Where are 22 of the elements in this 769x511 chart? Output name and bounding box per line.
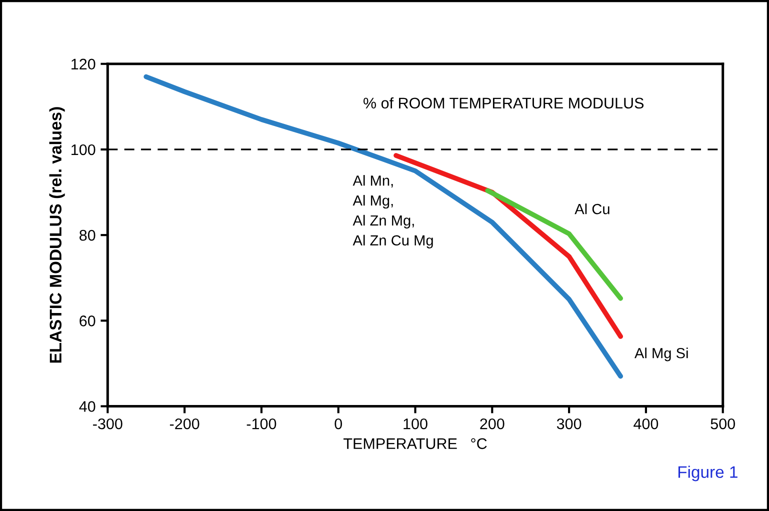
x-tick-label: 200	[480, 418, 504, 430]
x-tick-label: 0	[334, 418, 342, 430]
series-label: Al Mn, Al Mg, Al Zn Mg, Al Zn Cu Mg	[352, 175, 433, 248]
y-tick-label: 60	[80, 316, 96, 326]
y-tick-label: 120	[72, 58, 96, 70]
series-label: Al Cu	[574, 204, 610, 214]
x-tick-label: 100	[404, 418, 428, 430]
y-axis-title: ELASTIC MODULUS (rel. values)	[49, 107, 65, 363]
x-tick-label: -300	[93, 418, 122, 430]
x-axis-title: TEMPERATURE °C	[344, 438, 487, 450]
annotation: % of ROOM TEMPERATURE MODULUS	[364, 97, 644, 109]
line-series	[394, 153, 624, 339]
x-tick-label: -200	[170, 418, 200, 430]
y-tick-label: 80	[80, 230, 96, 241]
x-tick-label: 400	[634, 418, 658, 430]
y-tick-label: 100	[72, 144, 96, 156]
series-label: Al Mg Si	[634, 348, 688, 362]
y-tick-label: 40	[79, 401, 96, 412]
x-tick-label: 500	[710, 418, 736, 430]
caption: Figure 1	[678, 466, 738, 482]
x-tick-label: -100	[246, 418, 276, 430]
x-tick-label: 300	[556, 418, 582, 430]
